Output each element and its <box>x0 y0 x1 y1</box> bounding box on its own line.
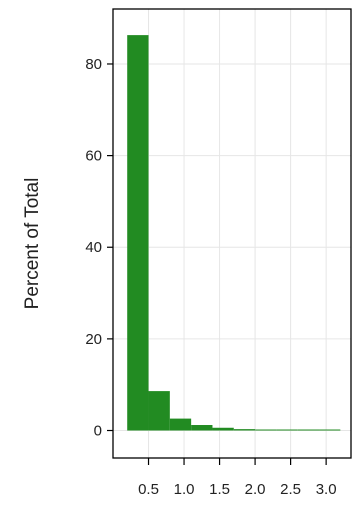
plot-frame <box>112 8 352 459</box>
y-axis-title: Percent of Total <box>22 178 43 310</box>
x-tick-label-0: 0.5 <box>138 481 159 498</box>
y-tick-label-3: 60 <box>85 148 102 165</box>
histogram-bar-2 <box>169 418 192 431</box>
x-tick-label-1: 1.0 <box>174 481 195 498</box>
x-axis: 0.5 1.0 1.5 2.0 2.5 3.0 <box>138 458 337 498</box>
histogram-bar-5 <box>233 429 256 431</box>
y-tick-label-2: 40 <box>85 239 102 256</box>
histogram-bar-1 <box>148 391 170 431</box>
histogram-bar-6 <box>255 429 277 431</box>
x-tick-label-3: 2.0 <box>245 481 266 498</box>
x-tick-label-5: 3.0 <box>316 481 337 498</box>
histogram-bar-8 <box>297 429 320 431</box>
histogram-bar-7 <box>276 429 298 431</box>
x-tick-label-4: 2.5 <box>280 481 301 498</box>
histogram-bar-0 <box>127 35 149 431</box>
y-tick-label-0: 0 <box>94 423 102 440</box>
y-axis: 0 20 40 60 80 <box>85 56 113 440</box>
x-tick-label-2: 1.5 <box>209 481 230 498</box>
y-tick-label-1: 20 <box>85 331 102 348</box>
histogram-bar-9 <box>319 429 341 431</box>
y-tick-label-4: 80 <box>85 56 102 73</box>
grid-lines <box>113 9 351 458</box>
histogram-bars <box>127 35 341 431</box>
histogram-bar-4 <box>212 427 234 431</box>
histogram-bar-3 <box>191 425 213 431</box>
